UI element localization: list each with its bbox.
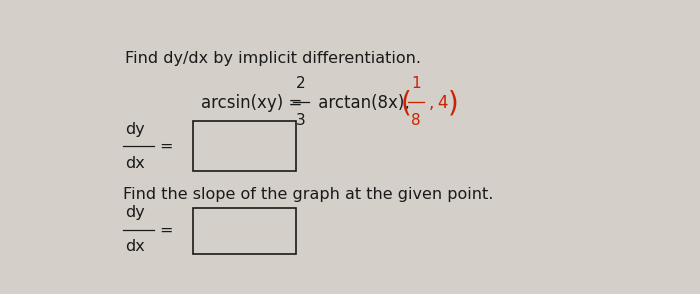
Text: =: = <box>160 139 173 154</box>
Text: ,: , <box>428 94 433 112</box>
Text: dy: dy <box>125 206 145 220</box>
FancyBboxPatch shape <box>193 208 296 254</box>
Text: Find dy/dx by implicit differentiation.: Find dy/dx by implicit differentiation. <box>125 51 421 66</box>
Text: 4: 4 <box>437 94 447 112</box>
Text: dx: dx <box>125 239 145 254</box>
Text: (: ( <box>401 89 412 117</box>
Text: =: = <box>160 223 173 238</box>
Text: arcsin(xy) =: arcsin(xy) = <box>202 94 308 112</box>
Text: 8: 8 <box>412 113 421 128</box>
Text: 2: 2 <box>296 76 305 91</box>
Text: Find the slope of the graph at the given point.: Find the slope of the graph at the given… <box>122 187 493 202</box>
FancyBboxPatch shape <box>193 121 296 171</box>
Text: dx: dx <box>125 156 145 171</box>
Text: arctan(8x),: arctan(8x), <box>313 94 410 112</box>
Text: ): ) <box>448 89 458 117</box>
Text: 1: 1 <box>412 76 421 91</box>
Text: 3: 3 <box>296 113 306 128</box>
Text: dy: dy <box>125 122 145 137</box>
